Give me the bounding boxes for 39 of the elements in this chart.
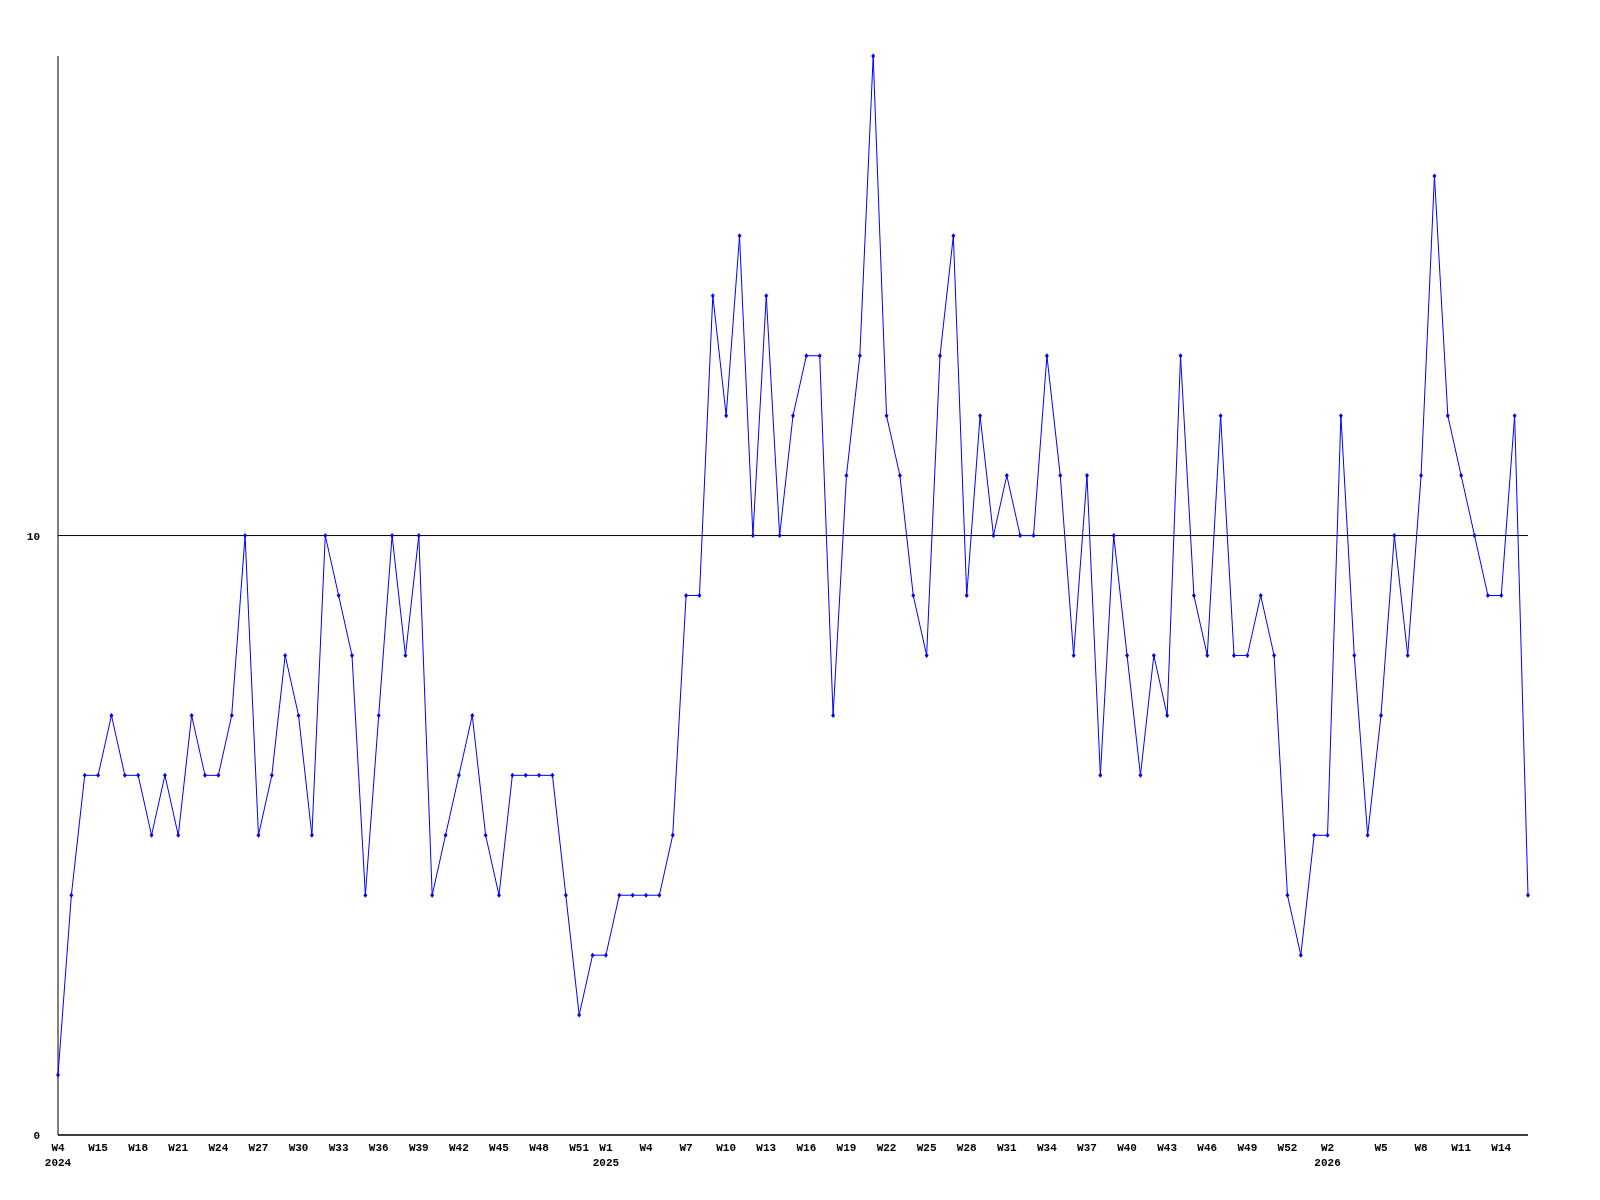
x-tick-label: W14 — [1491, 1142, 1512, 1154]
x-tick-label: W30 — [288, 1142, 309, 1154]
x-tick-label: W25 — [916, 1142, 937, 1154]
x-tick-label: W1 2025 — [592, 1142, 620, 1169]
x-tick-label: W18 — [128, 1142, 149, 1154]
x-tick-label: W19 — [836, 1142, 857, 1154]
y-tick-label: 0 — [33, 1130, 40, 1142]
x-tick-label: W28 — [956, 1142, 978, 1154]
x-tick-label: W33 — [328, 1142, 349, 1154]
x-tick-label: W16 — [796, 1142, 817, 1154]
x-tick-label: W4 2024 — [44, 1142, 72, 1169]
x-tick-label: W13 — [756, 1142, 777, 1154]
x-tick-label: W7 — [679, 1142, 693, 1154]
x-tick-label: W46 — [1197, 1142, 1218, 1154]
x-tick-label: W36 — [368, 1142, 389, 1154]
x-tick-label: W8 — [1414, 1142, 1429, 1154]
x-tick-label: W45 — [489, 1142, 510, 1154]
x-tick-label: W34 — [1037, 1142, 1058, 1154]
x-tick-label: W37 — [1077, 1142, 1097, 1154]
x-tick-label: W48 — [529, 1142, 550, 1154]
x-tick-label: W43 — [1157, 1142, 1178, 1154]
x-tick-label: W11 — [1451, 1142, 1472, 1154]
x-tick-label: W49 — [1237, 1142, 1258, 1154]
x-tick-label: W31 — [996, 1142, 1018, 1154]
x-tick-label: W4 — [639, 1142, 653, 1154]
x-tick-label: W2 2026 — [1314, 1142, 1341, 1169]
x-tick-label: W51 — [569, 1142, 590, 1154]
y-tick-label: 10 — [26, 530, 40, 543]
x-tick-label: W15 — [88, 1142, 109, 1154]
x-tick-label: W22 — [876, 1142, 897, 1154]
x-tick-label: W5 — [1374, 1142, 1388, 1154]
x-tick-label: W39 — [408, 1142, 429, 1154]
x-tick-label: W21 — [168, 1142, 189, 1154]
x-tick-label: W40 — [1117, 1142, 1137, 1154]
x-tick-label: W24 — [208, 1142, 229, 1154]
x-tick-label: W27 — [248, 1142, 269, 1154]
x-tick-label: W10 — [716, 1142, 737, 1154]
x-tick-label: W52 — [1277, 1142, 1298, 1154]
x-tick-label: W42 — [449, 1142, 469, 1154]
